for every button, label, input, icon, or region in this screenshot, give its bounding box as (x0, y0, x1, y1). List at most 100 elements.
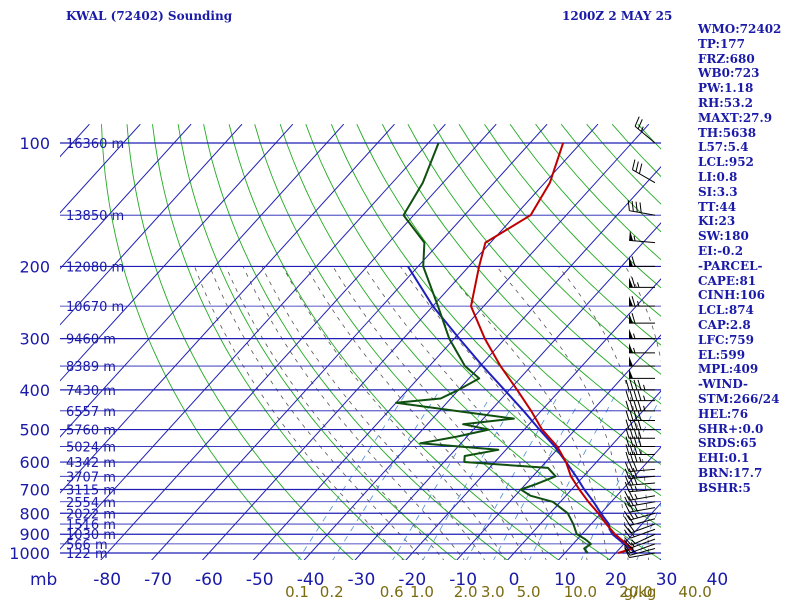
mixing-ratio-label-10.0: 10.0 (564, 583, 597, 600)
wind-barb-650 (624, 467, 656, 480)
moist-adiabat-4 (305, 266, 527, 560)
wind-barb-450 (625, 400, 655, 412)
wind-barb-750 (624, 496, 656, 507)
moist-adiabat-lines (194, 266, 661, 560)
index-item: CAPE:81 (698, 273, 757, 288)
wind-barb-175 (629, 230, 656, 244)
index-item: LCL:874 (698, 303, 754, 318)
pressure-label-700: 700 (19, 480, 50, 499)
height-label-700: 3115 m (66, 483, 116, 498)
isotherm--110 (60, 123, 345, 438)
index-item: RH:53.2 (698, 95, 753, 110)
wind-barb-300 (629, 328, 655, 340)
index-item: FRZ:680 (698, 51, 755, 66)
moist-adiabat--4 (261, 266, 486, 560)
index-item: SRDS:65 (698, 436, 757, 451)
temperature-tick-20: 20 (605, 570, 627, 590)
wind-barb-775 (624, 501, 656, 513)
temperature-tick-0: 0 (509, 570, 520, 590)
moist-adiabat--16 (209, 266, 424, 560)
temperature-tick--60: -60 (195, 570, 223, 590)
height-label-500: 5760 m (66, 424, 116, 439)
plot-area (60, 123, 661, 560)
temperature-tick-10: 10 (554, 570, 576, 590)
height-label-200: 12080 m (66, 260, 124, 275)
index-item: LCL:952 (698, 155, 754, 170)
dry-adiabat-300 (279, 124, 661, 560)
index-item: PW:1.18 (698, 81, 754, 96)
index-item: L57:5.4 (698, 140, 749, 155)
pressure-label-800: 800 (19, 504, 50, 523)
height-label-650: 3707 m (66, 470, 116, 485)
mixing-ratio-label-0.1: 0.1 (285, 583, 309, 600)
wind-barb-350 (629, 356, 655, 367)
height-label-300: 9460 m (66, 333, 116, 348)
index-item: EI:-0.2 (698, 243, 744, 258)
height-label-950: 566 m (66, 538, 108, 553)
wind-barb-150 (627, 200, 656, 216)
pressure-label-600: 600 (19, 453, 50, 472)
isotherm--90 (60, 123, 446, 550)
temperature-tick--50: -50 (246, 570, 274, 590)
wind-barb-700 (624, 481, 656, 493)
index-item: HEL:76 (698, 406, 749, 421)
mixing-ratio-label-1.0: 1.0 (410, 583, 434, 600)
temperature-tick--30: -30 (348, 570, 376, 590)
height-label-550: 5024 m (66, 441, 116, 456)
height-label-900: 1030 m (66, 528, 116, 543)
dewpoint-line (395, 142, 592, 554)
pressure-label-100: 100 (19, 134, 50, 153)
index-item: BSHR:5 (698, 480, 751, 495)
mixing-ratio-label-3.0: 3.0 (481, 583, 505, 600)
mixing-ratio-label-0.2: 0.2 (320, 583, 344, 600)
chart-valid-time: 1200Z 2 MAY 25 (562, 9, 672, 23)
wind-barb-425 (625, 390, 655, 402)
moist-adiabat-12 (363, 266, 568, 560)
isotherm--120 (60, 123, 294, 382)
wind-barb-275 (629, 312, 655, 324)
isotherm--80 (100, 123, 497, 560)
wind-barb-375 (629, 368, 655, 379)
mixing-ratio-line-0.2 (332, 393, 438, 560)
mixing-ratio-label-40.0: 40.0 (678, 583, 711, 600)
index-item: -PARCEL- (698, 258, 763, 273)
moist-adiabat--12 (225, 266, 445, 560)
mixing-ratio-label-20.0: 20.0 (619, 583, 652, 600)
sounding-indices-list: WMO:72402 TP:177 FRZ:680 WB0:723 PW:1.18 RH:5… (698, 22, 798, 496)
pressure-label-1000: 1000 (9, 544, 50, 563)
wind-barb-475 (625, 410, 655, 421)
temperature-tick--20: -20 (398, 570, 426, 590)
dry-adiabat-260 (177, 124, 457, 560)
mixing-ratio-label-0.6: 0.6 (380, 583, 404, 600)
wind-barb-225 (629, 277, 655, 288)
temperature-tick--70: -70 (144, 570, 172, 590)
index-item: CINH:106 (698, 288, 765, 303)
index-item: TP:177 (698, 36, 746, 51)
height-label-450: 6557 m (66, 405, 116, 420)
wind-barb-125 (631, 159, 656, 184)
index-item: LFC:759 (698, 332, 754, 347)
temperature-tick-30: 30 (656, 570, 678, 590)
isotherm--70 (151, 123, 548, 560)
height-label-750: 2554 m (66, 496, 116, 511)
index-item: MPL:409 (698, 362, 759, 377)
index-item: TH:5638 (698, 125, 757, 140)
mixing-ratio-line-0.1 (297, 393, 406, 560)
height-label-600: 4342 m (66, 456, 116, 471)
moist-adiabat-0 (282, 266, 506, 560)
temperature-line (470, 142, 634, 554)
wind-barb-600 (625, 451, 655, 463)
pressure-label-300: 300 (19, 330, 50, 349)
pressure-label-400: 400 (19, 381, 50, 400)
index-item: SHR+:0.0 (698, 421, 764, 436)
mixing-ratio-label-2.0: 2.0 (454, 583, 478, 600)
isotherm-10 (557, 446, 661, 560)
index-item: TT:44 (698, 199, 737, 214)
profile-traces (395, 142, 637, 554)
index-item: -WIND- (698, 377, 748, 392)
index-item: MAXT:27.9 (698, 110, 773, 125)
height-label-800: 2022 m (66, 507, 116, 522)
temperature-tick-labels: -80 -70 -60 -50 -40 -30 -20 -10 0 10 20 30 40 (93, 570, 728, 590)
